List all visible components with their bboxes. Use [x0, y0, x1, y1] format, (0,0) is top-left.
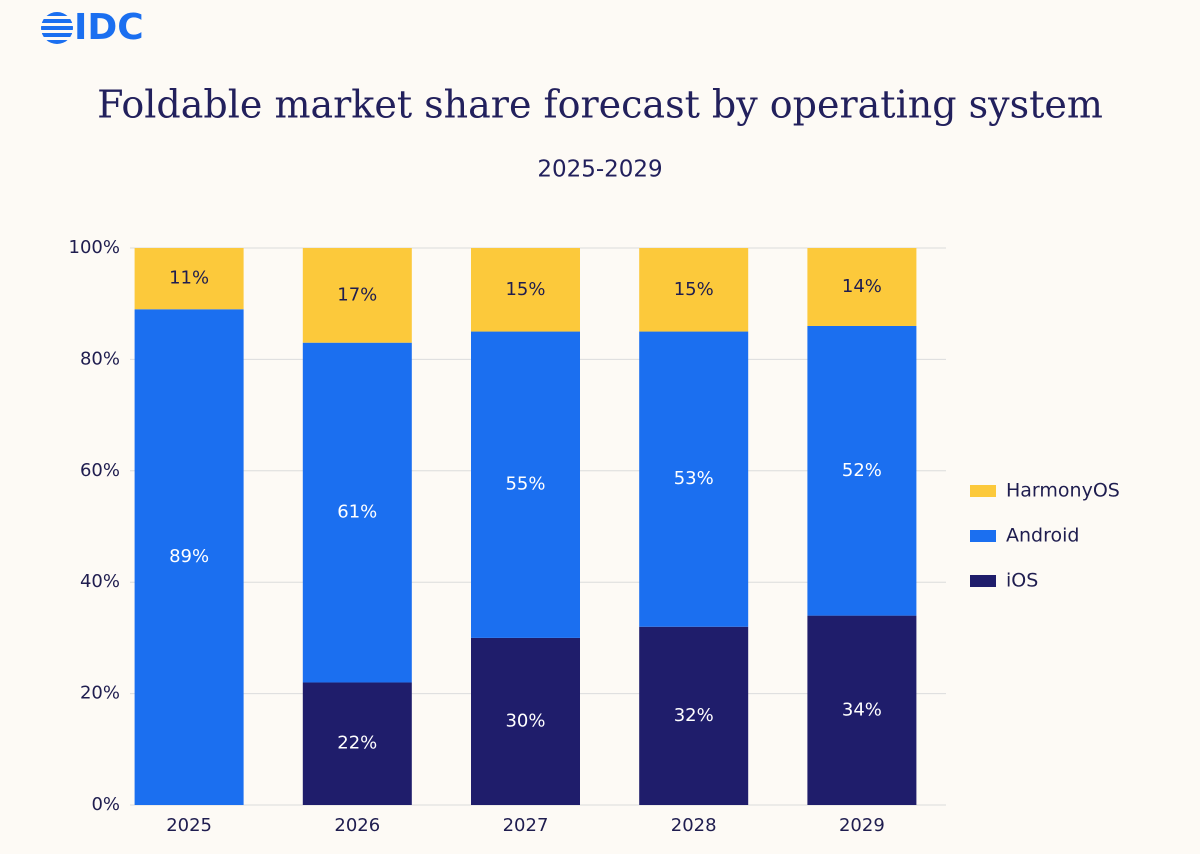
- x-tick-label: 2025: [166, 815, 212, 836]
- bar-segment: [639, 248, 749, 332]
- bar-segment: [302, 248, 412, 343]
- y-tick-label: 100%: [69, 237, 120, 258]
- bar-segment: [639, 331, 749, 627]
- value-label: 17%: [337, 284, 377, 305]
- y-tick-label: 20%: [80, 683, 120, 704]
- bar-segment: [134, 248, 244, 310]
- legend-swatch: [970, 485, 996, 497]
- x-tick-label: 2026: [334, 815, 380, 836]
- value-label: 15%: [505, 279, 545, 300]
- value-label: 30%: [505, 710, 545, 731]
- value-label: 52%: [842, 460, 882, 481]
- bar-segment: [807, 615, 917, 805]
- legend-label: iOS: [1006, 570, 1038, 592]
- logo-text: IDC: [74, 7, 144, 48]
- bar-segment: [302, 342, 412, 683]
- bar-segment: [471, 331, 580, 638]
- x-tick-label: 2028: [671, 815, 717, 836]
- x-tick-label: 2029: [839, 815, 885, 836]
- value-label: 32%: [674, 705, 714, 726]
- value-label: 55%: [505, 474, 545, 495]
- bar-segment: [639, 626, 749, 805]
- x-tick-label: 2027: [503, 815, 549, 836]
- bar-segment: [807, 325, 917, 616]
- bar-segment: [134, 309, 244, 805]
- logo-icon: [41, 12, 73, 44]
- legend-label: HarmonyOS: [1006, 480, 1120, 502]
- y-tick-label: 40%: [80, 571, 120, 592]
- value-label: 53%: [674, 468, 714, 489]
- bar-segment: [807, 248, 917, 326]
- value-label: 22%: [337, 733, 377, 754]
- bar-segment: [471, 248, 580, 332]
- chart-title: Foldable market share forecast by operat…: [97, 83, 1103, 127]
- y-tick-label: 80%: [80, 348, 120, 369]
- value-label: 89%: [169, 546, 209, 567]
- value-label: 61%: [337, 502, 377, 523]
- chart-subtitle: 2025-2029: [537, 157, 662, 183]
- value-label: 34%: [842, 699, 882, 720]
- value-label: 14%: [842, 276, 882, 297]
- bar-segment: [302, 682, 412, 805]
- value-label: 11%: [169, 268, 209, 289]
- y-tick-label: 0%: [91, 794, 120, 815]
- legend-swatch: [970, 530, 996, 542]
- y-tick-label: 60%: [80, 460, 120, 481]
- bar-segment: [471, 637, 580, 805]
- legend-label: Android: [1006, 525, 1079, 547]
- value-label: 15%: [674, 279, 714, 300]
- legend-swatch: [970, 575, 996, 587]
